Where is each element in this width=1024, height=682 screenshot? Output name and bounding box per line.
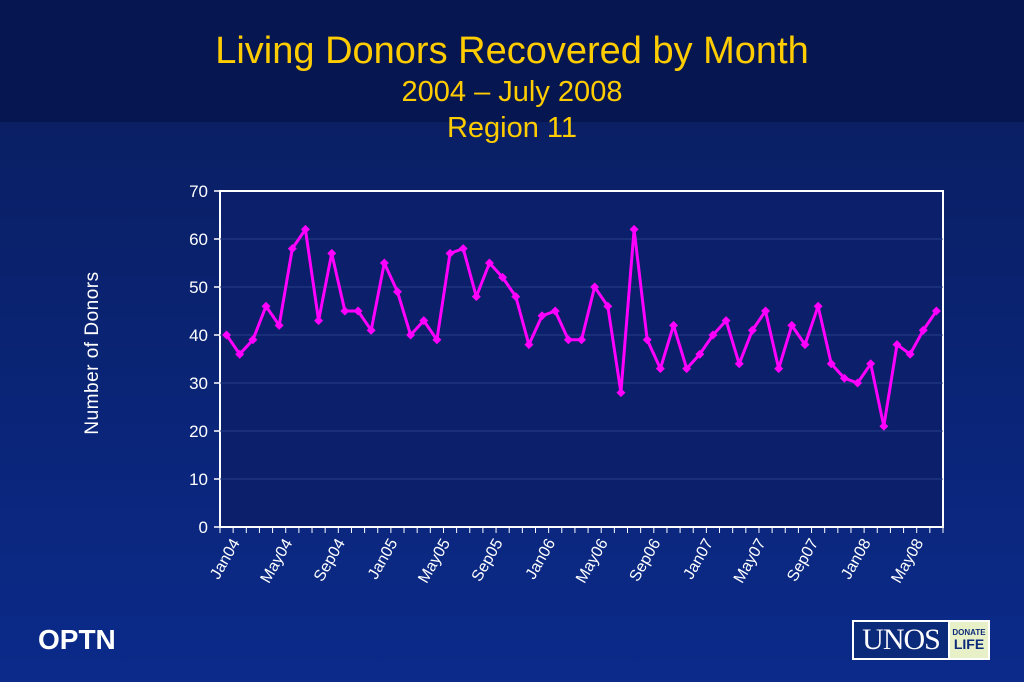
data-point: [379, 258, 389, 268]
data-point: [498, 272, 508, 282]
data-point: [616, 388, 626, 398]
data-point: [353, 306, 363, 316]
data-point: [327, 248, 337, 258]
data-point: [931, 306, 941, 316]
data-point: [590, 282, 600, 292]
data-point: [458, 244, 468, 254]
y-tick-label: 0: [199, 518, 208, 537]
data-point: [524, 340, 534, 350]
data-point: [235, 349, 245, 359]
x-tick-label: May06: [573, 536, 612, 586]
data-point: [866, 359, 876, 369]
unos-logo: UNOS DONATE LIFE: [852, 620, 990, 660]
optn-logo-text: OPTN: [38, 624, 116, 655]
data-point: [261, 301, 271, 311]
x-tick-label: Jan04: [207, 536, 244, 582]
data-point: [222, 330, 232, 340]
x-tick-label: Sep06: [627, 536, 665, 585]
data-point: [603, 301, 613, 311]
data-point: [682, 364, 692, 374]
plot-area: [219, 190, 944, 528]
data-point: [300, 224, 310, 234]
data-point: [761, 306, 771, 316]
data-point: [445, 248, 455, 258]
data-point: [432, 335, 442, 345]
data-point: [879, 421, 889, 431]
title-band: [0, 0, 1024, 122]
data-point: [747, 325, 757, 335]
chart-subtitle-period: 2004 – July 2008: [401, 76, 623, 108]
data-point: [471, 292, 481, 302]
slide-title: Living Donors Recovered by Month 2004 – …: [0, 28, 1024, 146]
x-tick-label: May07: [731, 536, 770, 586]
data-point: [563, 335, 573, 345]
chart-title: Living Donors Recovered by Month: [215, 30, 809, 72]
data-point: [655, 364, 665, 374]
data-point: [392, 287, 402, 297]
x-tick-label: Sep04: [311, 536, 349, 585]
y-tick-label: 50: [189, 278, 208, 297]
y-tick-label: 70: [189, 182, 208, 201]
unos-logo-text: UNOS: [862, 623, 941, 656]
x-tick-label: Sep05: [469, 536, 507, 585]
data-point: [274, 320, 284, 330]
data-point: [642, 335, 652, 345]
data-point: [826, 359, 836, 369]
data-point: [484, 258, 494, 268]
donate-life-badge-top: DONATE: [952, 628, 986, 637]
x-tick-label: May04: [258, 536, 297, 586]
y-tick-label: 20: [189, 422, 208, 441]
data-point: [839, 373, 849, 383]
x-tick-label: Sep07: [784, 536, 822, 585]
data-point: [721, 316, 731, 326]
x-tick-label: May08: [889, 536, 928, 586]
x-tick-label: Jan05: [365, 536, 402, 582]
data-point: [774, 364, 784, 374]
data-point: [892, 340, 902, 350]
donate-life-badge-bottom: LIFE: [953, 636, 985, 652]
data-point: [708, 330, 718, 340]
data-point: [853, 378, 863, 388]
data-point: [734, 359, 744, 369]
data-point: [287, 244, 297, 254]
data-point: [537, 311, 547, 321]
data-point: [800, 340, 810, 350]
data-point: [406, 330, 416, 340]
y-tick-label: 30: [189, 374, 208, 393]
data-point: [787, 320, 797, 330]
data-point: [366, 325, 376, 335]
y-tick-label: 60: [189, 230, 208, 249]
data-point: [918, 325, 928, 335]
x-tick-label: Jan08: [838, 536, 875, 582]
data-point: [314, 316, 324, 326]
data-point: [669, 320, 679, 330]
y-tick-label: 10: [189, 470, 208, 489]
chart-subtitle-region: Region 11: [446, 112, 578, 144]
y-tick-label: 40: [189, 326, 208, 345]
data-point: [629, 224, 639, 234]
data-point: [340, 306, 350, 316]
x-tick-label: Jan07: [680, 536, 717, 582]
data-point: [511, 292, 521, 302]
data-point: [577, 335, 586, 345]
donate-life-badge: DONATE LIFE: [948, 622, 988, 658]
data-point: [813, 301, 823, 311]
data-point: [248, 335, 258, 345]
data-point: [695, 349, 705, 359]
data-point: [419, 316, 429, 326]
x-tick-label: Jan06: [523, 536, 560, 582]
data-point: [905, 349, 915, 359]
data-point: [550, 306, 560, 316]
x-tick-label: May05: [415, 536, 454, 586]
